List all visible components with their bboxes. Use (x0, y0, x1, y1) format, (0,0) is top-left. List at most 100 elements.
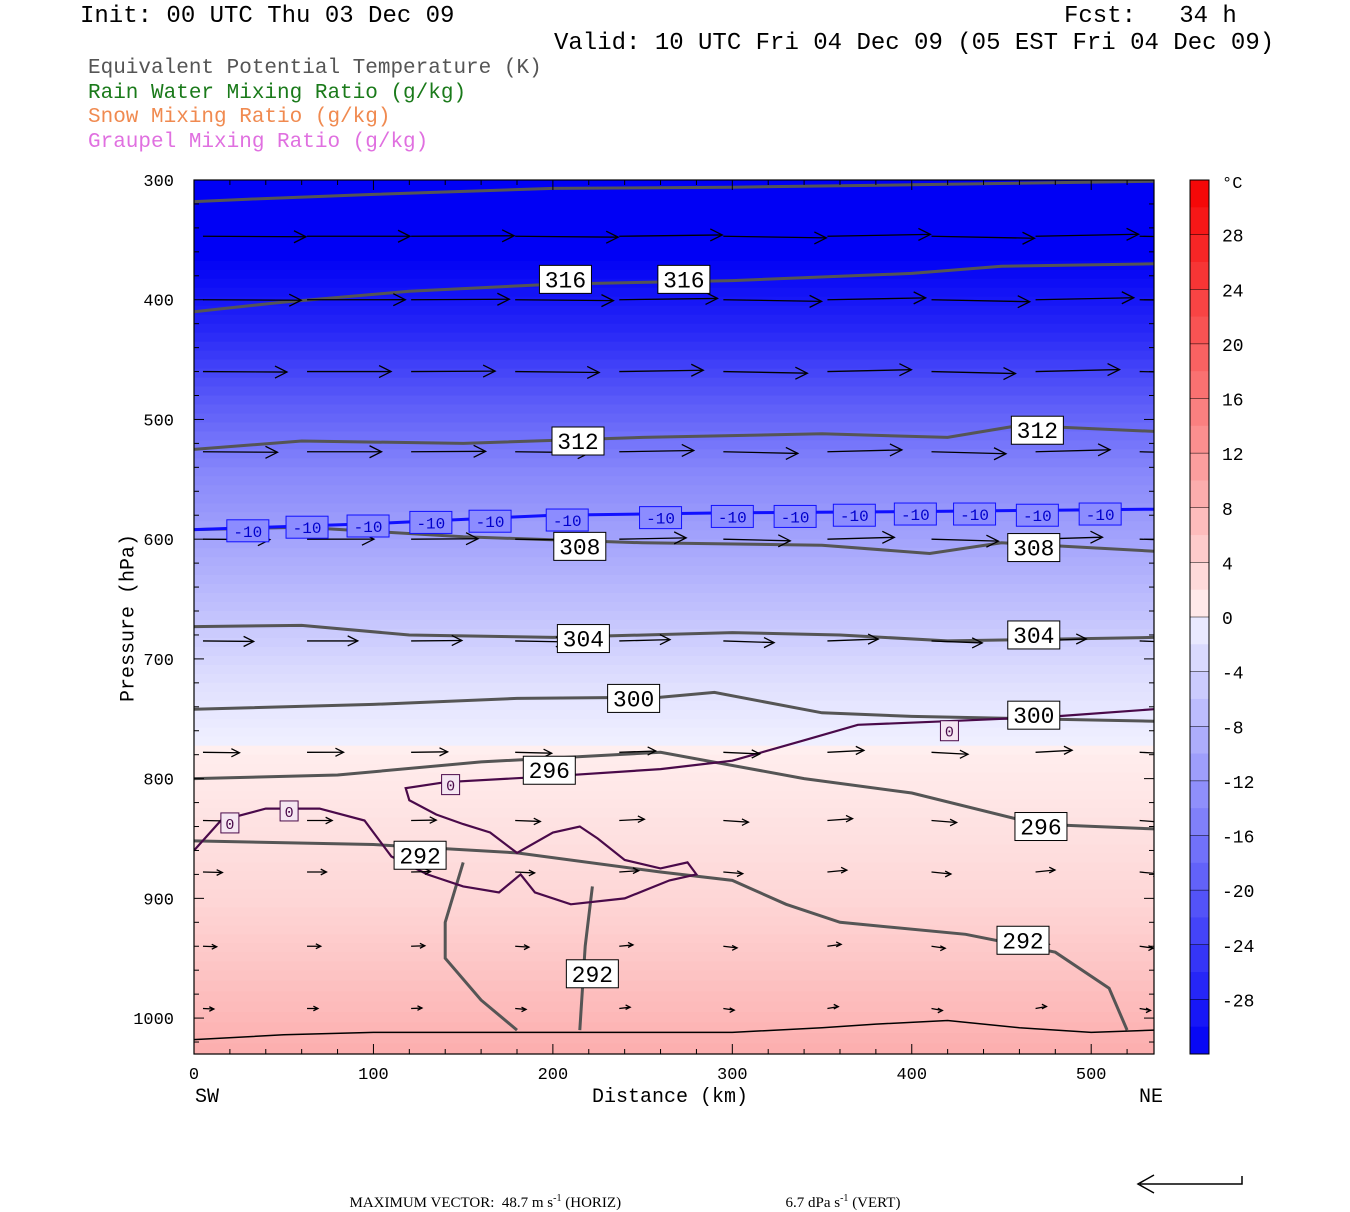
y-tick-label: 600 (143, 532, 174, 551)
isotherm-label: -10 (640, 507, 682, 529)
theta-e-label: 296 (523, 756, 575, 785)
colorbar-tick-label: -16 (1222, 829, 1254, 849)
temperature-band (194, 225, 1154, 235)
footer-horiz-tag: (HORIZ) (565, 1195, 621, 1211)
temperature-band (194, 324, 1154, 334)
theta-e-label-text: 292 (572, 963, 613, 989)
x-tick-label: 100 (358, 1066, 389, 1085)
temperature-band (194, 387, 1154, 397)
isotherm-label-text: -10 (233, 524, 262, 542)
colorbar-segment (1190, 207, 1209, 235)
temperature-band (194, 683, 1154, 693)
colorbar-segment (1190, 726, 1209, 754)
colorbar-tick-label: 8 (1222, 501, 1233, 521)
colorbar-segment (1190, 344, 1209, 372)
temperature-band (194, 889, 1154, 899)
isotherm-label: -10 (1079, 503, 1121, 525)
theta-e-label: 300 (608, 684, 660, 713)
colorbar-tick-label: 24 (1222, 282, 1244, 302)
colorbar-segment (1190, 371, 1209, 399)
colorbar-segment (1190, 1027, 1209, 1055)
theta-e-label: 308 (1008, 534, 1060, 563)
colorbar-segment (1190, 754, 1209, 782)
isotherm-label-text: -10 (553, 513, 582, 531)
y-tick-label: 500 (143, 412, 174, 431)
theta-e-label: 312 (552, 427, 604, 456)
y-tick-label: 900 (143, 891, 174, 910)
temperature-band (194, 198, 1154, 208)
x-left-end-label: SW (195, 1086, 219, 1109)
temperature-band (194, 991, 1154, 1002)
temperature-band (194, 413, 1154, 423)
theta-e-label-text: 312 (1017, 419, 1058, 445)
isotherm-label-text: -10 (354, 519, 383, 537)
colorbar-segment (1190, 781, 1209, 809)
colorbar-tick-label: 16 (1222, 392, 1244, 412)
footer-vert-tag: (VERT) (852, 1195, 900, 1211)
isotherm-label-text: -10 (293, 520, 322, 538)
temperature-band (194, 656, 1154, 666)
colorbar-tick-label: -4 (1222, 665, 1244, 685)
x-axis-title: Distance (km) (592, 1086, 748, 1109)
temperature-band (194, 333, 1154, 343)
colorbar-segment (1190, 453, 1209, 481)
x-tick-label: 300 (717, 1066, 748, 1085)
colorbar-segment (1190, 399, 1209, 427)
temperature-band (194, 593, 1154, 603)
theta-e-label: 308 (554, 532, 606, 561)
colorbar-tick-label: 12 (1222, 446, 1244, 466)
isotherm-label: -10 (469, 510, 511, 532)
zero-label-text: 0 (285, 805, 294, 822)
colorbar-segment (1190, 262, 1209, 290)
colorbar-tick-label: -8 (1222, 719, 1244, 739)
isotherm-label-text: -10 (476, 514, 505, 532)
isotherm-label: -10 (286, 516, 328, 538)
theta-e-label-text: 300 (1013, 704, 1054, 730)
theta-e-label: 292 (394, 841, 446, 870)
colorbar-tick-label: 20 (1222, 337, 1244, 357)
temperature-band (194, 602, 1154, 612)
temperature-band (194, 360, 1154, 370)
temperature-band (194, 252, 1154, 262)
temperature-band (194, 665, 1154, 675)
y-tick-label: 300 (143, 173, 174, 192)
temperature-band (194, 782, 1154, 792)
theta-e-label-text: 292 (399, 844, 440, 870)
zero-label: 0 (940, 721, 958, 742)
zero-label: 0 (442, 775, 460, 796)
temperature-band (194, 981, 1154, 992)
colorbar-segment (1190, 972, 1209, 1000)
temperature-band (194, 315, 1154, 325)
colorbar-segment (1190, 945, 1209, 973)
temperature-band (194, 800, 1154, 810)
isotherm-label: -10 (954, 503, 996, 525)
footer-vert-vector: 6.7 dPa s-1 (VERT) (778, 1176, 900, 1212)
isotherm-label-text: -10 (718, 509, 747, 527)
temperature-band (194, 243, 1154, 253)
zero-label: 0 (280, 801, 298, 822)
isotherm-label: -10 (347, 515, 389, 537)
temperature-band (194, 970, 1154, 981)
isotherm-label-text: -10 (840, 508, 869, 526)
isotherm-label-text: -10 (1086, 507, 1115, 525)
theta-e-label: 296 (1015, 813, 1067, 842)
theta-e-label-text: 296 (529, 759, 570, 785)
theta-e-label-text: 304 (1013, 624, 1054, 650)
theta-e-label: 292 (997, 926, 1049, 955)
isotherm-label-text: -10 (1023, 508, 1052, 526)
footer-vert-exp: -1 (840, 1193, 848, 1204)
colorbar-segment (1190, 480, 1209, 508)
isotherm-label-text: -10 (901, 507, 930, 525)
temperature-band (194, 342, 1154, 352)
colorbar-segment (1190, 535, 1209, 563)
theta-e-label-text: 308 (559, 535, 600, 561)
y-tick-label: 800 (143, 772, 174, 791)
y-tick-label: 1000 (133, 1011, 174, 1030)
temperature-band (194, 467, 1154, 477)
temperature-band (194, 791, 1154, 801)
isotherm-label-text: -10 (646, 511, 675, 529)
colorbar-tick-label: 28 (1222, 228, 1244, 248)
isotherm-label: -10 (894, 503, 936, 525)
footer-max-vector: MAXIMUM VECTOR: 48.7 m s-1 (HORIZ) (342, 1176, 621, 1212)
temperature-band (194, 737, 1154, 747)
